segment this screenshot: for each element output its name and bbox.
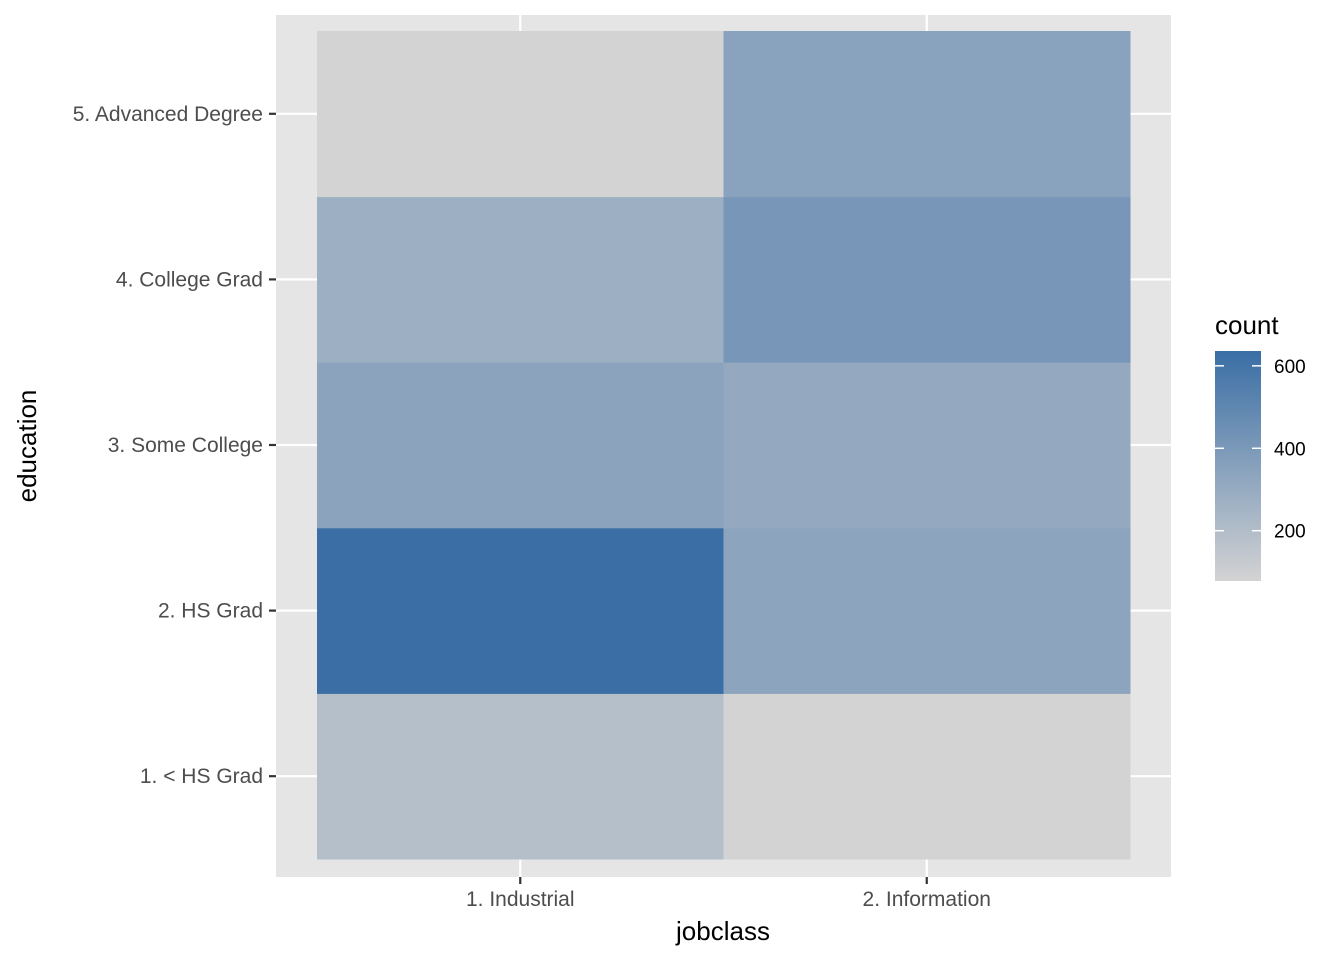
x-tick-label: 2. Information [863,888,991,911]
y-tick-label: 2. HS Grad [158,600,263,623]
y-axis-title: education [12,390,42,503]
y-axis: 1. < HS Grad 2. HS Grad 3. Some College 4. … [73,103,276,788]
x-axis: 1. Industrial 2. Information [466,877,991,911]
heatmap-tile [317,362,724,529]
heatmap-tile [317,31,724,198]
heatmap-tile [317,196,724,363]
heatmap-tile [723,693,1131,860]
heatmap-tiles [317,31,1131,860]
legend-title: count [1215,310,1279,340]
x-tick-label: 1. Industrial [466,888,575,911]
x-axis-title: jobclass [675,916,770,946]
y-tick-label: 4. College Grad [116,268,263,291]
heatmap-tile [723,527,1131,694]
legend-label: 600 [1274,357,1306,378]
y-tick-label: 3. Some College [108,434,263,457]
legend-label: 200 [1274,522,1306,543]
y-tick-label: 5. Advanced Degree [73,103,263,126]
heatmap-tile [723,196,1131,363]
legend: count 200 400 600 [1215,310,1306,581]
heatmap-tile [317,527,724,694]
heatmap-tile [317,693,724,860]
heatmap-tile [723,31,1131,198]
y-tick-label: 1. < HS Grad [140,765,263,788]
legend-ticks: 200 400 600 [1215,357,1306,543]
legend-label: 400 [1274,439,1306,460]
legend-colorbar [1215,351,1261,581]
heatmap-tile [723,362,1131,529]
